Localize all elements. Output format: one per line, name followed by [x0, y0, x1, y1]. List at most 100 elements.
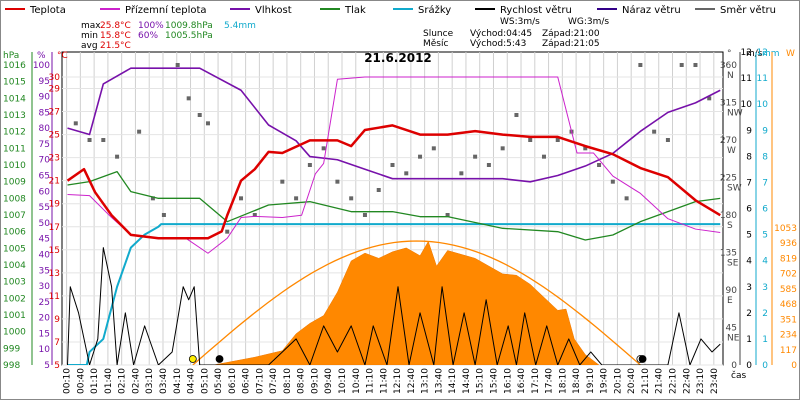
time-tick-label: 07:40 — [269, 368, 279, 394]
pressure-tick-label: 1005 — [3, 244, 26, 254]
wind-direction-point — [459, 171, 464, 176]
temperature-tick-label: 23 — [49, 154, 60, 164]
wind-direction-point — [161, 213, 166, 217]
time-axis-unit: čas — [731, 370, 746, 381]
time-tick-label: 13:10 — [421, 368, 431, 394]
time-tick-label: 07:10 — [255, 368, 265, 394]
stat-wind-speed: WS:3m/s — [500, 17, 540, 27]
legend-item: Směr větru — [695, 4, 776, 16]
stat-min-label: min — [81, 31, 98, 41]
wind-tick-label: 7 — [746, 178, 752, 188]
temperature-tick-label: 9 — [54, 315, 60, 325]
time-tick-label: 15:40 — [489, 368, 499, 394]
wind-tick-label: 4 — [746, 257, 752, 267]
solar-tick-label: 0 — [791, 361, 797, 371]
stat-max-temp: 25.8°C — [100, 21, 131, 31]
rain-tick-label: 9 — [762, 126, 768, 136]
rain-tick-label: 12 — [757, 48, 768, 58]
solar-tick-label: 936 — [780, 239, 797, 249]
humidity-tick-label: 40 — [39, 250, 51, 260]
time-tick-label: 02:40 — [131, 368, 141, 394]
legend-item: Vlhkost — [230, 5, 292, 16]
wind-direction-point — [239, 196, 244, 201]
wind-direction-point — [418, 154, 423, 159]
direction-axis-unit: ° — [727, 49, 732, 59]
pressure-tick-label: 1011 — [3, 144, 26, 154]
rain-tick-label: 0 — [762, 361, 768, 371]
temperature-tick-label: 11 — [49, 292, 60, 302]
wind-direction-point — [445, 213, 450, 217]
legend-label: Směr větru — [720, 4, 776, 16]
legend-label: Rychlost větru — [500, 4, 572, 16]
temperature-tick-label: 7 — [54, 338, 60, 348]
solar-tick-label: 702 — [780, 270, 797, 280]
wind-tick-label: 12 — [741, 48, 752, 58]
legend-label: Teplota — [29, 5, 66, 16]
temperature-axis-unit: °C — [57, 51, 68, 61]
pressure-tick-label: 998 — [3, 361, 20, 371]
humidity-tick-label: 20 — [39, 314, 51, 324]
legend-label: Tlak — [344, 5, 366, 16]
pressure-tick-label: 1015 — [3, 78, 26, 88]
time-tick-label: 18:10 — [558, 368, 568, 394]
pressure-tick-label: 1008 — [3, 194, 26, 204]
direction-compass-label: E — [727, 296, 733, 306]
humidity-tick-label: 15 — [39, 329, 50, 339]
humidity-tick-label: 100 — [33, 61, 50, 71]
pressure-tick-label: 1014 — [3, 94, 26, 104]
time-tick-label: 14:10 — [448, 368, 458, 394]
stat-max-label: max — [81, 21, 101, 31]
humidity-axis-unit: % — [37, 51, 46, 61]
wind-direction-point — [404, 171, 409, 176]
solar-tick-label: 351 — [780, 315, 797, 325]
time-tick-label: 16:10 — [503, 368, 513, 394]
wind-direction-point — [665, 138, 670, 142]
moonset-marker — [638, 355, 647, 363]
rain-tick-label: 6 — [762, 205, 768, 215]
wind-direction-point — [528, 138, 533, 142]
time-tick-label: 08:40 — [297, 368, 307, 394]
pressure-tick-label: 1006 — [3, 228, 26, 238]
time-tick-label: 19:10 — [586, 368, 596, 394]
legend-label: Srážky — [418, 4, 451, 16]
direction-tick-label: 135 — [720, 249, 737, 259]
humidity-tick-label: 35 — [39, 266, 50, 276]
wind-direction-point — [175, 63, 180, 67]
legend-item: Přízemní teplota — [100, 4, 207, 16]
wind-direction-point — [597, 163, 602, 167]
time-tick-label: 04:10 — [173, 368, 183, 394]
wind-direction-point — [624, 196, 629, 201]
time-tick-label: 10:10 — [338, 368, 348, 394]
time-tick-label: 21:10 — [641, 368, 651, 394]
wind-tick-label: 9 — [746, 126, 752, 136]
time-tick-label: 23:10 — [696, 368, 706, 394]
time-tick-label: 06:40 — [242, 368, 252, 394]
wind-direction-point — [610, 179, 615, 184]
wind-direction-point — [390, 163, 395, 167]
wind-tick-label: 1 — [746, 335, 752, 345]
pressure-tick-label: 1003 — [3, 278, 26, 288]
temperature-tick-label: 21 — [49, 177, 60, 187]
direction-tick-label: 270 — [720, 136, 737, 146]
wind-direction-point — [115, 154, 120, 159]
temperature-line — [66, 124, 721, 240]
time-tick-label: 00:40 — [76, 368, 86, 394]
direction-compass-label: NW — [727, 109, 743, 119]
wind-tick-label: 5 — [746, 231, 752, 241]
legend-label: Přízemní teplota — [125, 4, 207, 16]
rain-tick-label: 7 — [762, 178, 768, 188]
legend-item: Teplota — [5, 5, 66, 16]
time-tick-label: 15:10 — [476, 368, 486, 394]
pressure-tick-label: 1013 — [3, 111, 26, 121]
wind-direction-point — [321, 146, 326, 151]
rain-tick-label: 8 — [762, 152, 768, 162]
time-tick-label: 22:40 — [682, 368, 692, 394]
temperature-tick-label: 29 — [49, 85, 61, 95]
solar-axis-unit: W — [786, 49, 795, 59]
legend-item: Rychlost větru — [475, 4, 572, 16]
rain-axis-unit: mm — [762, 49, 780, 59]
wind-direction-point — [101, 138, 106, 142]
rain-tick-label: 4 — [762, 257, 768, 267]
wind-direction-point — [335, 179, 340, 184]
